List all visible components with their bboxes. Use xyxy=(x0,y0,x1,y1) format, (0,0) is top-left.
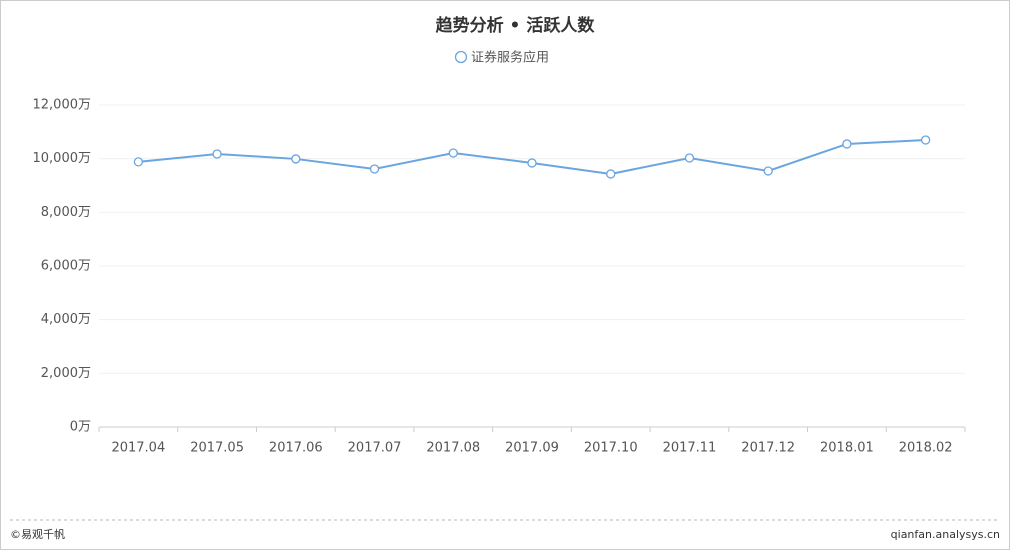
chart-title: 趋势分析 • 活跃人数 xyxy=(436,15,596,36)
x-tick-label: 2017.05 xyxy=(190,441,244,456)
x-tick-label: 2017.06 xyxy=(269,441,323,456)
y-tick-label: 2,000万 xyxy=(41,366,91,381)
data-point xyxy=(763,166,773,176)
y-tick-label: 0万 xyxy=(70,420,91,435)
footer-left: ©易观千帆 xyxy=(10,527,65,541)
data-point xyxy=(448,148,458,158)
data-point xyxy=(842,139,852,149)
legend-label: 证券服务应用 xyxy=(471,50,549,66)
x-tick-label: 2017.11 xyxy=(663,441,717,456)
x-tick-label: 2017.12 xyxy=(741,441,795,456)
data-point xyxy=(369,164,380,174)
y-tick-label: 4,000万 xyxy=(41,312,91,327)
data-point xyxy=(291,154,301,164)
x-tick-label: 2017.09 xyxy=(505,441,559,456)
data-point xyxy=(212,149,222,159)
y-tick-label: 10,000万 xyxy=(33,151,92,166)
x-tick-label: 2018.01 xyxy=(820,441,874,456)
legend-marker xyxy=(454,50,468,64)
y-tick-label: 8,000万 xyxy=(41,205,91,220)
y-tick-label: 12,000万 xyxy=(33,98,92,113)
y-tick-label: 6,000万 xyxy=(41,259,91,274)
data-point xyxy=(920,135,931,145)
x-tick-label: 2017.07 xyxy=(348,441,402,456)
data-point xyxy=(133,157,144,167)
footer-right: qianfan.analysys.cn xyxy=(891,528,1000,541)
data-point xyxy=(684,153,695,163)
x-tick-label: 2017.04 xyxy=(111,441,165,456)
data-point xyxy=(527,158,537,168)
x-tick-label: 2017.08 xyxy=(426,441,480,456)
data-point xyxy=(606,169,616,179)
x-tick-label: 2018.02 xyxy=(899,441,953,456)
x-tick-label: 2017.10 xyxy=(584,441,638,456)
